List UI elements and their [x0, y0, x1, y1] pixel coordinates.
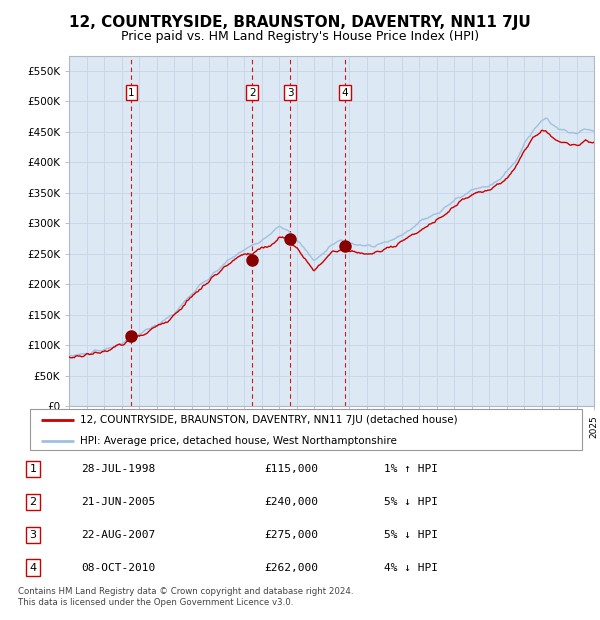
Text: Contains HM Land Registry data © Crown copyright and database right 2024.
This d: Contains HM Land Registry data © Crown c… [18, 587, 353, 606]
Text: 3: 3 [287, 87, 293, 97]
Text: 5% ↓ HPI: 5% ↓ HPI [384, 529, 438, 540]
Text: 3: 3 [29, 529, 37, 540]
Text: 12, COUNTRYSIDE, BRAUNSTON, DAVENTRY, NN11 7JU: 12, COUNTRYSIDE, BRAUNSTON, DAVENTRY, NN… [69, 16, 531, 30]
Text: 2: 2 [29, 497, 37, 507]
Text: 4% ↓ HPI: 4% ↓ HPI [384, 562, 438, 573]
Text: £115,000: £115,000 [264, 464, 318, 474]
Text: HPI: Average price, detached house, West Northamptonshire: HPI: Average price, detached house, West… [80, 436, 397, 446]
FancyBboxPatch shape [30, 409, 582, 450]
Text: £275,000: £275,000 [264, 529, 318, 540]
Text: 4: 4 [29, 562, 37, 573]
Text: 21-JUN-2005: 21-JUN-2005 [81, 497, 155, 507]
Text: 12, COUNTRYSIDE, BRAUNSTON, DAVENTRY, NN11 7JU (detached house): 12, COUNTRYSIDE, BRAUNSTON, DAVENTRY, NN… [80, 415, 457, 425]
Text: 5% ↓ HPI: 5% ↓ HPI [384, 497, 438, 507]
Text: 2: 2 [249, 87, 256, 97]
Text: £262,000: £262,000 [264, 562, 318, 573]
Text: Price paid vs. HM Land Registry's House Price Index (HPI): Price paid vs. HM Land Registry's House … [121, 30, 479, 43]
Text: 4: 4 [341, 87, 348, 97]
Text: 1: 1 [128, 87, 135, 97]
Text: 28-JUL-1998: 28-JUL-1998 [81, 464, 155, 474]
Text: £240,000: £240,000 [264, 497, 318, 507]
Text: 1% ↑ HPI: 1% ↑ HPI [384, 464, 438, 474]
Text: 08-OCT-2010: 08-OCT-2010 [81, 562, 155, 573]
Text: 1: 1 [29, 464, 37, 474]
Text: 22-AUG-2007: 22-AUG-2007 [81, 529, 155, 540]
